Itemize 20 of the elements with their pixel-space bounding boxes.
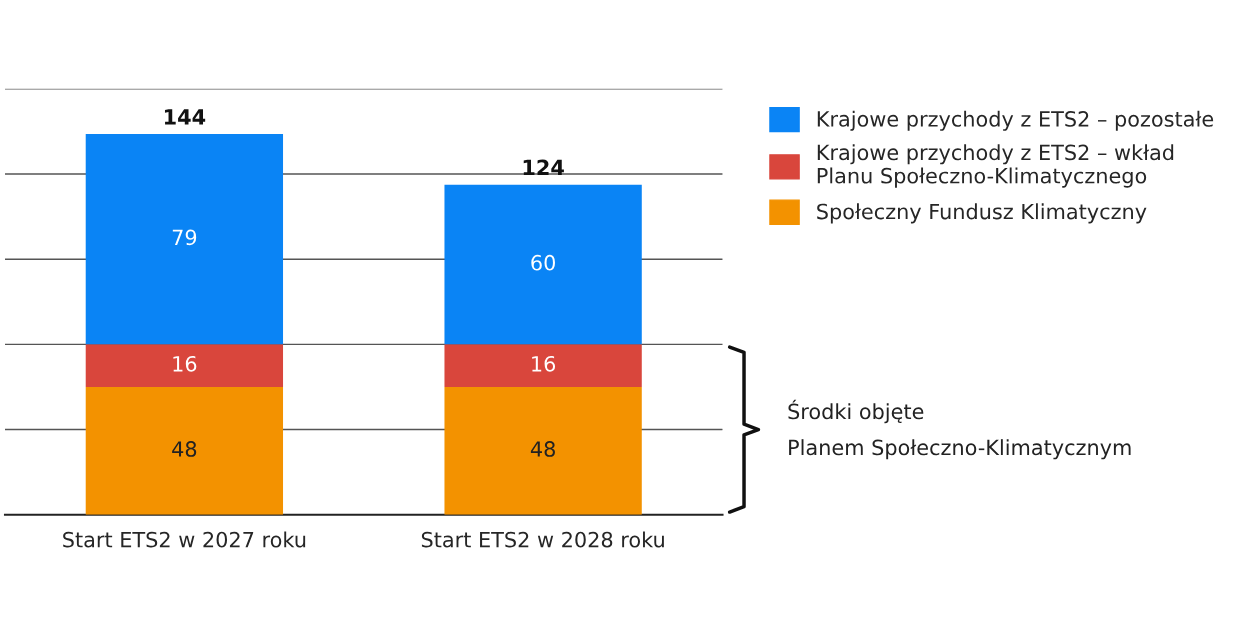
bar [444,386,642,515]
bar [85,386,284,515]
data-label: 16 [173,355,197,372]
bar [85,344,284,387]
text: Środki objęte Planem Społeczno-Klimatycznym [788,399,1131,460]
data-label: 48 [530,441,555,457]
total-label: 124 [523,159,564,175]
x-tick-label: Start ETS2 w 2028 roku [421,531,664,548]
legend-label: Krajowe przychody z ETS2 – wkład Planu Społeczno-Klimatycznego [817,144,1174,188]
data-label: 16 [532,355,556,372]
bar [444,184,642,345]
legend-label: Społeczny Fundusz Klimatyczny [817,203,1147,224]
bar [444,344,642,387]
data-label: 79 [172,229,197,246]
legend-label: Krajowe przychody z ETS2 – pozostałe [817,110,1214,131]
bar [85,134,284,345]
total-label: 144 [164,109,206,125]
data-label: 48 [172,441,197,457]
x-tick-label: Start ETS2 w 2027 roku [63,531,306,548]
data-label: 60 [531,254,555,271]
